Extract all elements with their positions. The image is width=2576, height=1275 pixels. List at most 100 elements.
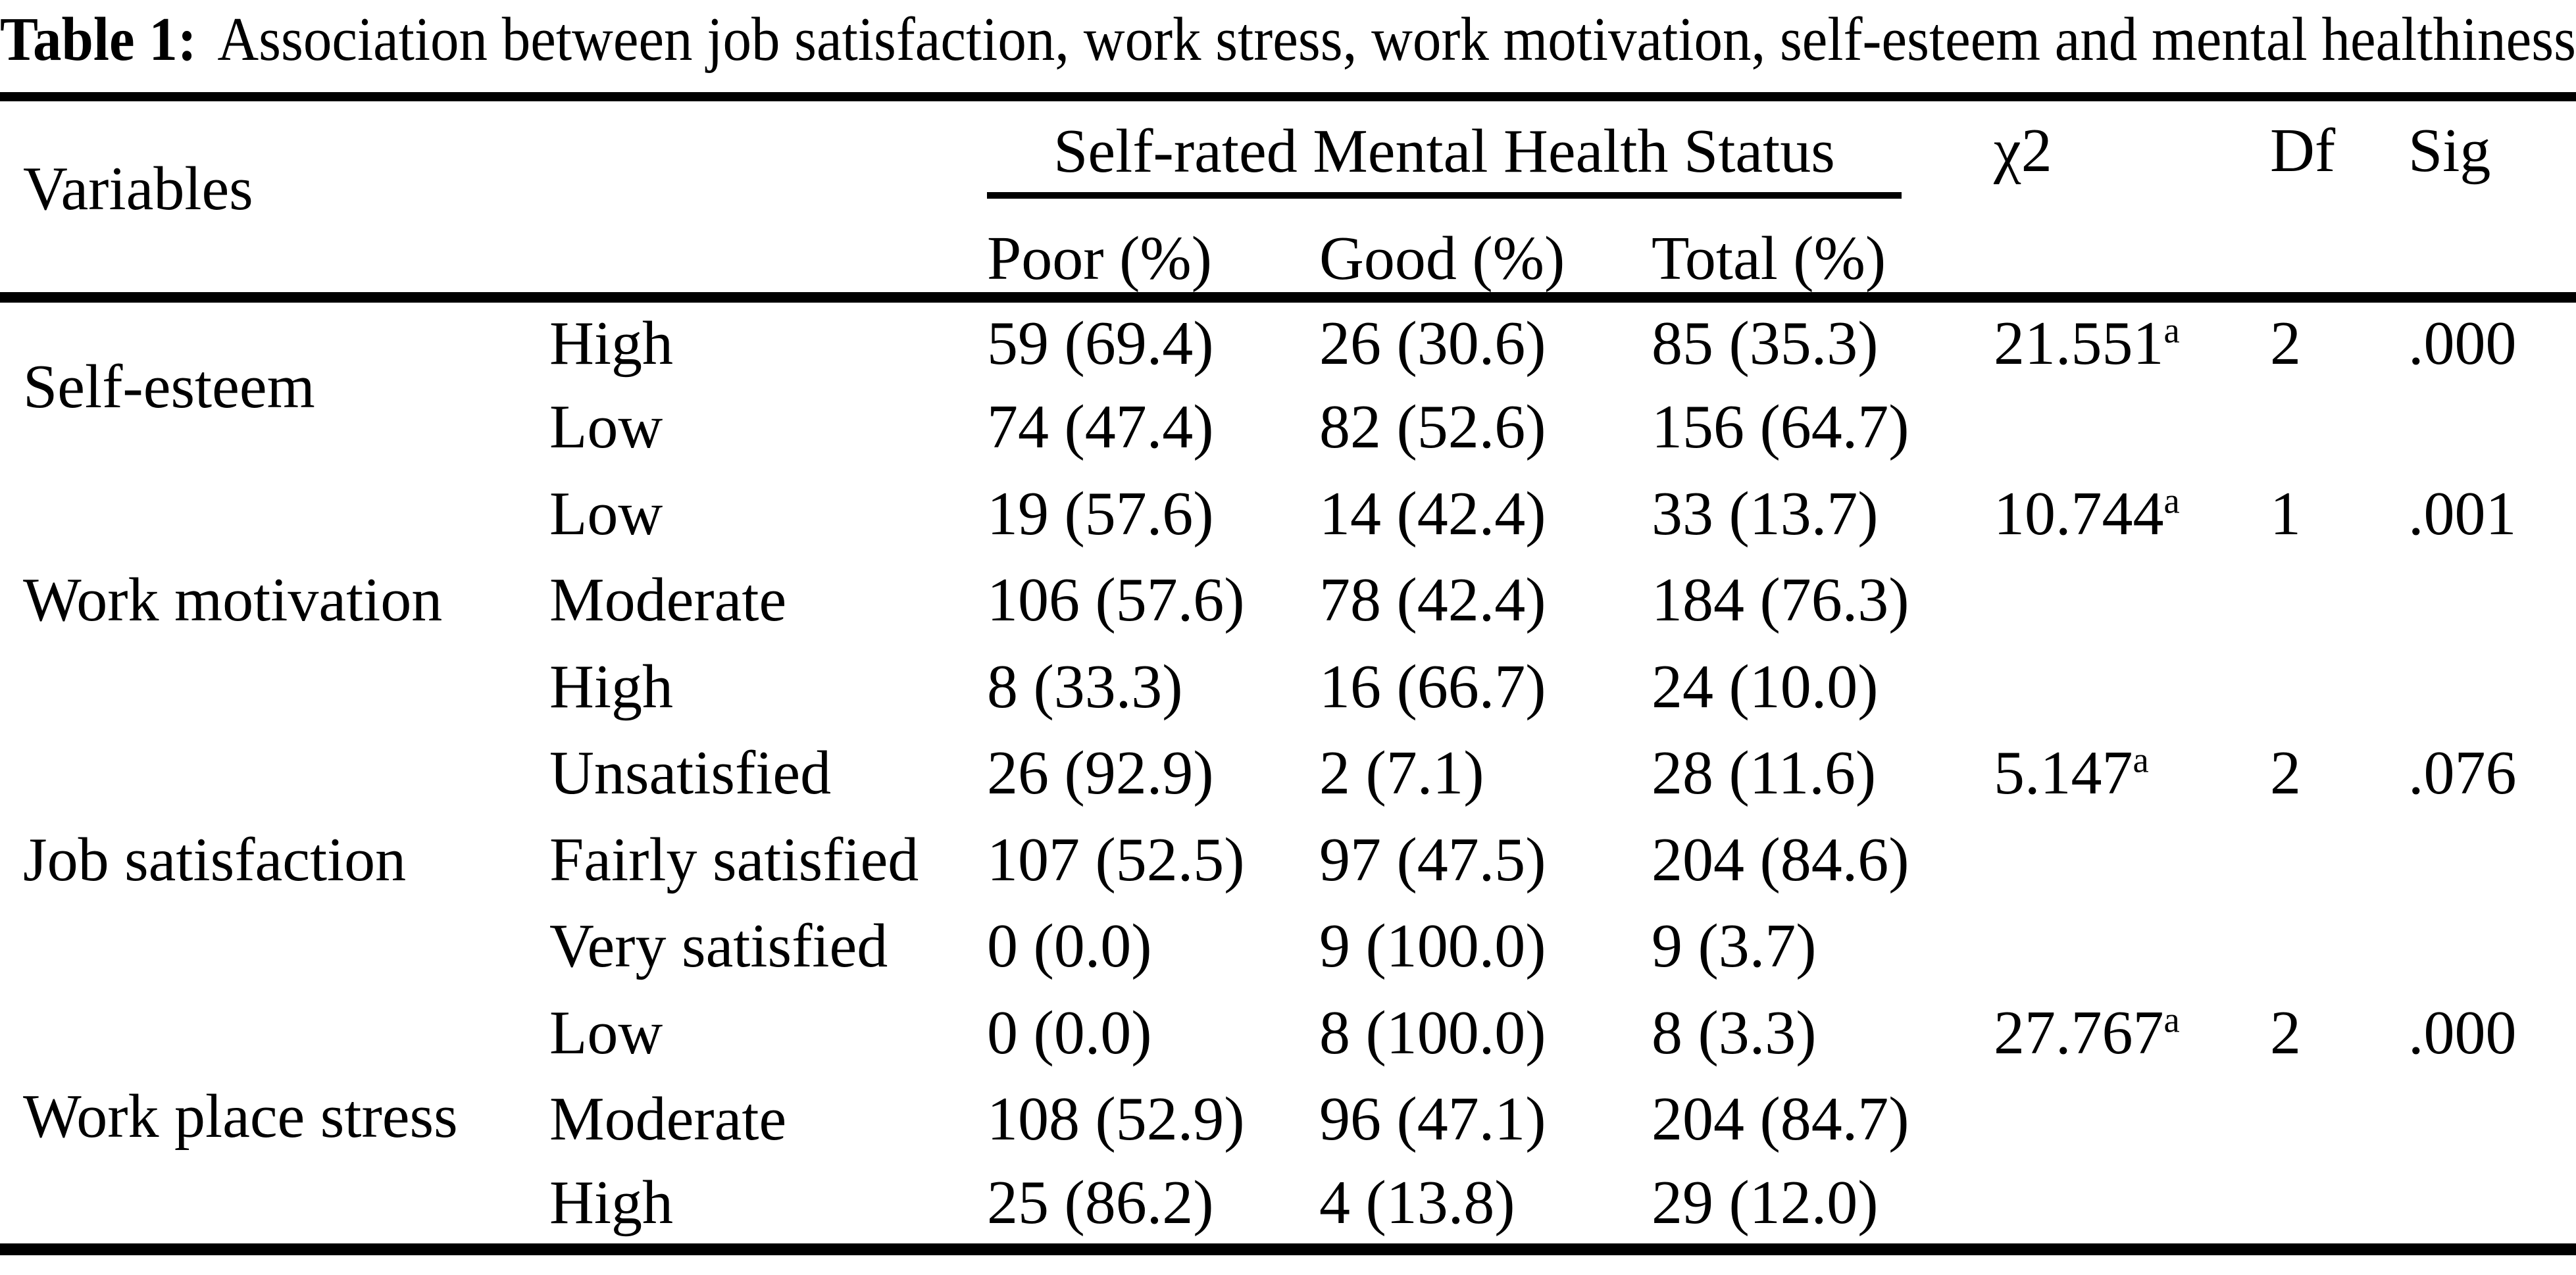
level-cell: Low <box>549 479 663 548</box>
total-cell: 156 (64.7) <box>1652 393 1909 462</box>
level-cell: Low <box>549 393 663 462</box>
total-cell: 85 (35.3) <box>1652 309 1879 378</box>
total-cell: 28 (11.6) <box>1652 739 1877 808</box>
chi-square-cell <box>1994 384 2270 471</box>
variable-cell: Work place stress <box>23 1082 458 1151</box>
good-header: Good (%) <box>1319 224 1565 293</box>
chi-square-cell: 10.744a <box>1994 470 2270 557</box>
good-cell: 82 (52.6) <box>1319 393 1546 462</box>
poor-cell: 59 (69.4) <box>987 309 1214 378</box>
poor-cell: 25 (86.2) <box>987 1168 1214 1238</box>
chi-square-value: 10.744 <box>1994 479 2164 548</box>
poor-cell: 107 (52.5) <box>987 825 1245 894</box>
sig-cell: .000 <box>2408 309 2517 378</box>
table-caption-text: Association between job satisfaction, wo… <box>217 5 2576 74</box>
variables-header: Variables <box>23 155 253 223</box>
stats-table: Variables Self-rated Mental Health Statu… <box>0 92 2576 1255</box>
chi-square-cell: 5.147a <box>1994 730 2270 817</box>
table-row: Fairly satisfied 107 (52.5) 97 (47.5) 20… <box>0 816 2576 903</box>
table-header: Variables Self-rated Mental Health Statu… <box>0 97 2576 297</box>
good-cell: 14 (42.4) <box>1319 479 1546 548</box>
table-row: High 8 (33.3) 16 (66.7) 24 (10.0) <box>0 643 2576 730</box>
total-cell: 29 (12.0) <box>1652 1168 1879 1238</box>
poor-cell: 108 (52.9) <box>987 1085 1245 1154</box>
good-cell: 78 (42.4) <box>1319 566 1546 635</box>
chi-square-cell <box>1994 1162 2270 1249</box>
chi-square-value: 5.147 <box>1994 739 2133 808</box>
chi-square-superscript: a <box>2163 480 2180 521</box>
poor-cell: 0 (0.0) <box>987 912 1152 981</box>
chi-square-value: 27.767 <box>1994 998 2164 1067</box>
chi-square-cell <box>1994 557 2270 644</box>
df-cell <box>2270 1076 2408 1163</box>
df-cell <box>2270 816 2408 903</box>
poor-cell: 8 (33.3) <box>987 652 1183 721</box>
chi-square-cell <box>1994 1076 2270 1163</box>
good-cell: 2 (7.1) <box>1319 739 1484 808</box>
sig-cell <box>2408 903 2576 990</box>
total-cell: 9 (3.7) <box>1652 912 1817 981</box>
poor-cell: 106 (57.6) <box>987 566 1245 635</box>
chi-square-superscript: a <box>2133 739 2149 780</box>
df-cell: 1 <box>2270 479 2302 548</box>
variable-cell: Job satisfaction <box>23 825 407 894</box>
df-cell: 2 <box>2270 998 2302 1067</box>
df-cell <box>2270 903 2408 990</box>
sig-cell <box>2408 1162 2576 1249</box>
poor-cell: 0 (0.0) <box>987 998 1152 1067</box>
sig-cell <box>2408 643 2576 730</box>
chi-square-superscript: a <box>2163 999 2180 1040</box>
sig-cell: .000 <box>2408 998 2517 1067</box>
df-header: Df <box>2270 116 2336 185</box>
sig-cell <box>2408 384 2576 471</box>
chi-square-superscript: a <box>2163 310 2180 351</box>
table-row: Self-esteem High 59 (69.4) 26 (30.6) 85 … <box>0 297 2576 418</box>
df-cell <box>2270 557 2408 644</box>
df-cell <box>2270 1162 2408 1249</box>
sig-cell <box>2408 557 2576 644</box>
level-cell: Low <box>549 998 663 1067</box>
level-cell: Fairly satisfied <box>549 825 919 894</box>
table-caption: Table 1: Association between job satisfac… <box>0 0 2576 92</box>
total-cell: 204 (84.6) <box>1652 825 1909 894</box>
chi-square-cell <box>1994 903 2270 990</box>
df-cell: 2 <box>2270 309 2302 378</box>
good-cell: 16 (66.7) <box>1319 652 1546 721</box>
variable-cell: Work motivation <box>23 566 443 635</box>
poor-header: Poor (%) <box>987 224 1212 293</box>
mental-health-status-header-cell: Self-rated Mental Health Status <box>987 97 1994 199</box>
total-cell: 204 (84.7) <box>1652 1085 1909 1154</box>
total-cell: 8 (3.3) <box>1652 998 1817 1067</box>
sig-cell: .001 <box>2408 479 2517 548</box>
sig-cell: .076 <box>2408 739 2517 808</box>
good-cell: 26 (30.6) <box>1319 309 1546 378</box>
level-cell: Unsatisfied <box>549 739 832 808</box>
table-caption-label: Table 1: <box>0 5 197 74</box>
good-cell: 8 (100.0) <box>1319 998 1546 1067</box>
poor-cell: 26 (92.9) <box>987 739 1214 808</box>
table-row: Work place stress Low 0 (0.0) 8 (100.0) … <box>0 989 2576 1147</box>
df-cell <box>2270 384 2408 471</box>
chi-square-cell <box>1994 816 2270 903</box>
level-cell: Very satisfied <box>549 912 888 981</box>
total-header: Total (%) <box>1652 224 1886 293</box>
table-row: High 25 (86.2) 4 (13.8) 29 (12.0) <box>0 1162 2576 1249</box>
df-cell: 2 <box>2270 739 2302 808</box>
sig-cell <box>2408 816 2576 903</box>
good-cell: 4 (13.8) <box>1319 1168 1515 1238</box>
table-row: Work motivation Low 19 (57.6) 14 (42.4) … <box>0 470 2576 632</box>
poor-cell: 74 (47.4) <box>987 393 1214 462</box>
table-row: Low 74 (47.4) 82 (52.6) 156 (64.7) <box>0 384 2576 471</box>
level-cell: Moderate <box>549 1085 787 1154</box>
total-cell: 184 (76.3) <box>1652 566 1909 635</box>
table-row: Job satisfaction Unsatisfied 26 (92.9) 2… <box>0 730 2576 891</box>
header-row-1: Variables Self-rated Mental Health Statu… <box>0 97 2576 220</box>
chi-square-cell: 21.551a <box>1994 297 2270 384</box>
chi-square-header: χ2 <box>1994 116 2052 185</box>
df-cell <box>2270 643 2408 730</box>
table-body: Self-esteem High 59 (69.4) 26 (30.6) 85 … <box>0 297 2576 1249</box>
good-cell: 97 (47.5) <box>1319 825 1546 894</box>
header-row-2: Poor (%) Good (%) Total (%) <box>0 199 2576 297</box>
poor-cell: 19 (57.6) <box>987 479 1214 548</box>
